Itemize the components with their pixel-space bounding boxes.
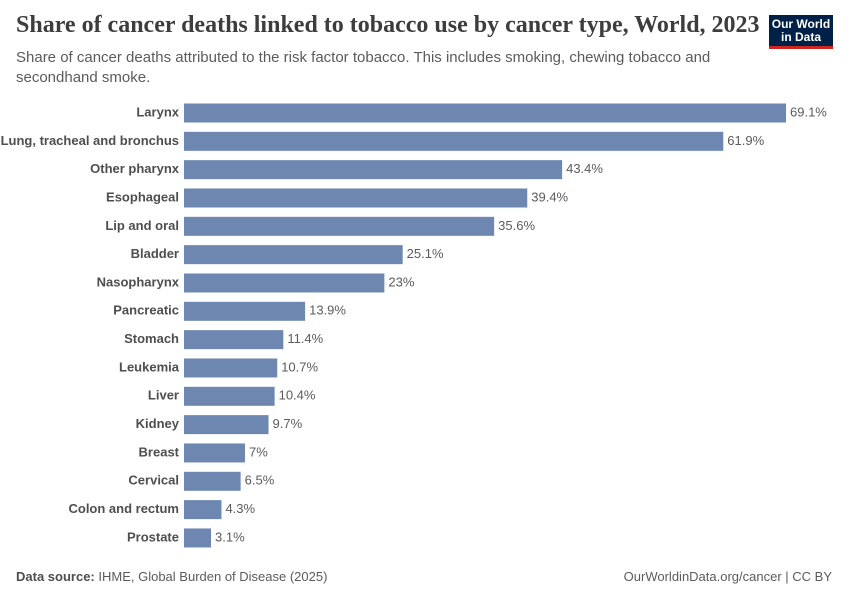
bar	[184, 188, 528, 208]
category-label: Kidney	[136, 416, 180, 431]
source: IHME, Global Burden of Disease (2025)	[98, 569, 328, 584]
chart-subtitle: Share of cancer deaths attributed to the…	[16, 49, 711, 86]
value-label: 10.4%	[279, 388, 316, 403]
value-label: 35.6%	[498, 218, 535, 233]
value-label: 69.1%	[790, 104, 827, 119]
category-label: Breast	[139, 444, 180, 459]
bar	[184, 160, 563, 180]
source-label: Data source:	[16, 569, 95, 584]
value-label: 7%	[249, 444, 268, 459]
value-label: 3.1%	[215, 529, 245, 544]
value-label: 23%	[388, 274, 414, 289]
category-label: Pancreatic	[113, 303, 179, 318]
bar	[184, 415, 269, 435]
value-label: 10.7%	[281, 359, 318, 374]
bar	[184, 216, 495, 236]
footer-url[interactable]: OurWorldinData.org/cancer | CC BY	[623, 569, 832, 584]
bar	[184, 528, 212, 548]
bar	[184, 131, 724, 151]
value-label: 6.5%	[245, 473, 275, 488]
category-label: Colon and rectum	[68, 501, 179, 516]
category-label: Other pharynx	[90, 161, 180, 176]
value-label: 11.4%	[287, 331, 323, 346]
logo[interactable]: Our World in Data	[769, 15, 833, 49]
category-label: Esophageal	[106, 189, 179, 204]
value-label: 4.3%	[225, 501, 255, 516]
category-label: Nasopharynx	[97, 274, 180, 289]
value-label: 61.9%	[727, 133, 764, 148]
value-label: 25.1%	[407, 246, 444, 261]
category-label: Liver	[148, 388, 179, 403]
bar	[184, 500, 222, 520]
value-label: 39.4%	[531, 189, 568, 204]
category-label: Leukemia	[119, 359, 180, 374]
category-label: Larynx	[136, 104, 179, 119]
category-label: Cervical	[128, 473, 179, 488]
bar	[184, 358, 278, 378]
bar	[184, 386, 275, 406]
footer-source: Data source: IHME, Global Burden of Dise…	[16, 569, 327, 584]
chart-title: Share of cancer deaths linked to tobacco…	[16, 12, 760, 38]
bar	[184, 245, 403, 265]
bar	[184, 471, 241, 491]
category-label: Lip and oral	[105, 218, 179, 233]
bar	[184, 103, 786, 123]
category-label: Stomach	[124, 331, 179, 346]
value-label: 43.4%	[566, 161, 603, 176]
bar	[184, 443, 245, 463]
category-label: Prostate	[127, 529, 179, 544]
bar	[184, 301, 306, 321]
category-label: Bladder	[131, 246, 179, 261]
category-label: Lung, tracheal and bronchus	[1, 133, 179, 148]
bar	[184, 330, 284, 350]
bar	[184, 273, 385, 293]
value-label: 13.9%	[309, 303, 346, 318]
value-label: 9.7%	[273, 416, 303, 431]
